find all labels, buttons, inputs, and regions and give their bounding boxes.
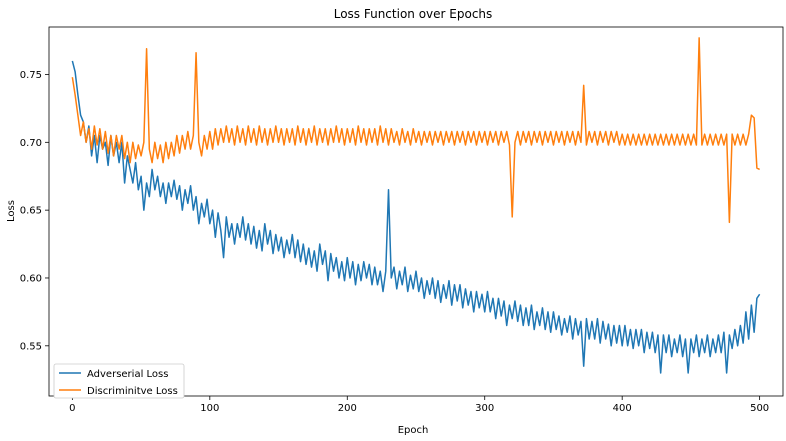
x-tick-label: 300 [475,403,494,414]
legend-label-adverserial: Adverserial Loss [87,369,168,380]
x-axis-ticks: 0 100 200 300 400 500 [69,396,769,414]
series-line-discriminitve [71,37,760,224]
y-axis-label: Loss [6,200,17,222]
y-axis-ticks: 0.55 0.60 0.65 0.70 0.75 [20,70,49,352]
plot-area [48,26,784,397]
x-axis-label: Epoch [398,425,429,436]
y-tick-label: 0.55 [20,341,42,352]
x-tick-label: 0 [69,403,75,414]
legend-label-discriminitve: Discriminitve Loss [87,386,178,397]
legend-box [53,363,185,399]
y-tick-label: 0.65 [20,206,42,217]
legend: Adverserial Loss Discriminitve Loss [53,363,185,399]
axes-frame [48,26,784,397]
x-tick-label: 500 [750,403,769,414]
x-tick-label: 400 [613,403,632,414]
y-tick-label: 0.75 [20,70,42,81]
y-tick-label: 0.70 [20,138,42,149]
x-tick-label: 100 [200,403,219,414]
y-tick-label: 0.60 [20,273,42,284]
x-tick-label: 200 [338,403,357,414]
chart-title: Loss Function over Epochs [334,7,493,21]
series-layer [71,37,761,374]
series-line-adverserial [71,60,761,374]
